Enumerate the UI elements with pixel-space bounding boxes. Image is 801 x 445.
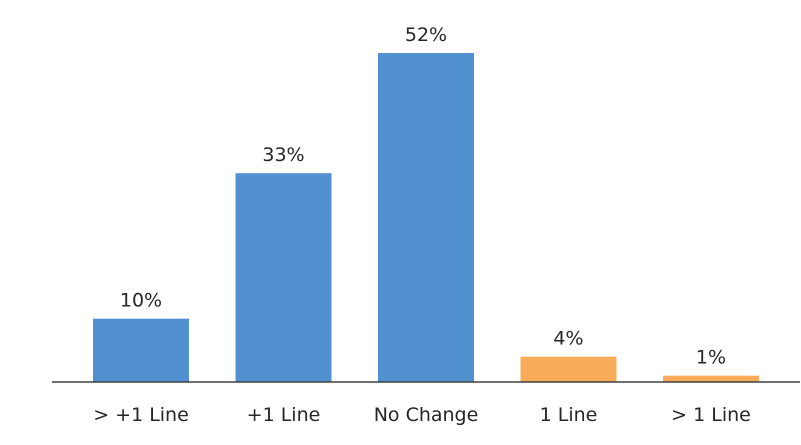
x-tick-label-1: +1 Line (247, 404, 321, 426)
bar-0 (93, 318, 189, 382)
x-tick-label-3: 1 Line (540, 404, 598, 426)
data-label-3: 4% (553, 328, 583, 350)
data-label-2: 52% (405, 24, 447, 46)
bar-3 (520, 356, 617, 382)
x-tick-label-2: No Change (374, 404, 479, 426)
bar-1 (235, 173, 332, 382)
bars-layer (93, 53, 759, 382)
x-tick-labels-layer: > +1 Line +1 Line No Change 1 Line > 1 Line (93, 404, 751, 426)
bar-2 (378, 53, 474, 382)
x-tick-label-0: > +1 Line (93, 404, 189, 426)
data-label-4: 1% (696, 347, 726, 369)
bar-4 (663, 375, 759, 382)
data-label-0: 10% (120, 290, 162, 312)
x-tick-label-4: > 1 Line (671, 404, 751, 426)
data-label-1: 33% (262, 144, 304, 166)
data-labels-layer: 10% 33% 52% 4% 1% (120, 24, 726, 369)
